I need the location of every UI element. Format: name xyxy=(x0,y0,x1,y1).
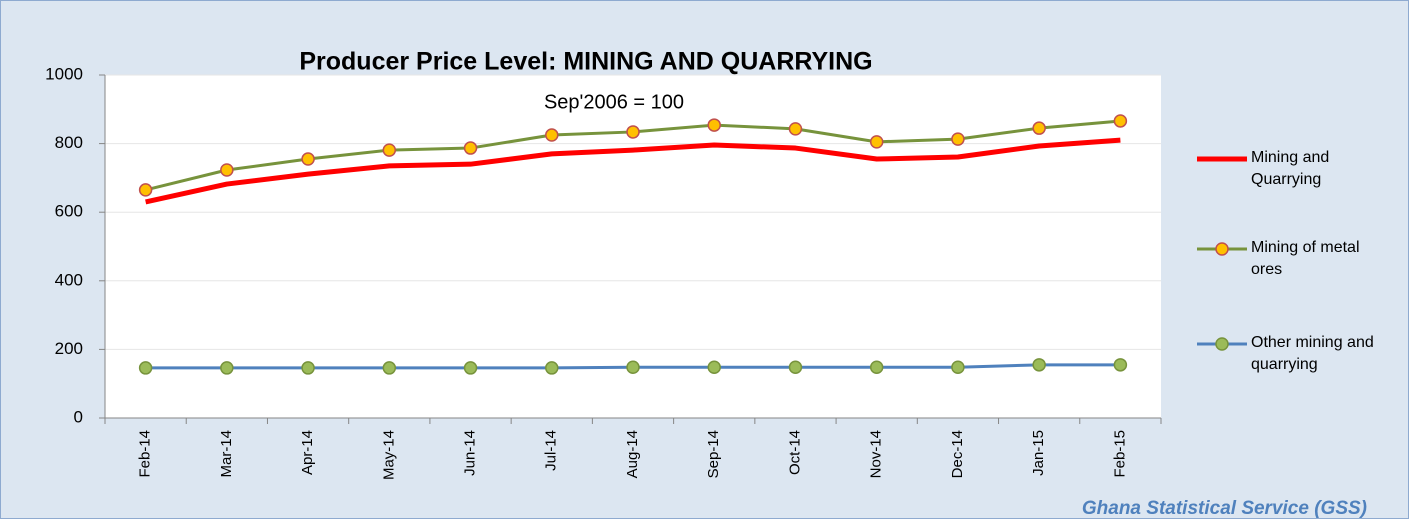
marker xyxy=(869,360,884,374)
y-tick-label: 0 xyxy=(74,407,83,426)
marker xyxy=(545,128,559,142)
marker xyxy=(869,135,884,149)
marker xyxy=(707,360,721,374)
x-tick-label: Feb-15 xyxy=(1111,430,1128,478)
marker xyxy=(1113,358,1128,372)
x-tick-label: Apr-14 xyxy=(299,430,316,475)
marker xyxy=(382,361,397,375)
marker xyxy=(1032,121,1046,135)
x-tick-label: Mar-14 xyxy=(218,430,235,478)
marker xyxy=(301,361,315,375)
legend-label: Mining of metal ores xyxy=(1251,239,1360,278)
legend-marker xyxy=(1215,337,1229,351)
legend-label: Other mining and quarrying xyxy=(1251,334,1374,373)
marker xyxy=(382,143,397,157)
y-tick-label: 200 xyxy=(55,339,83,358)
y-tick-label: 800 xyxy=(55,133,83,152)
x-tick-label: Dec-14 xyxy=(949,430,966,478)
x-tick-label: Jan-15 xyxy=(1030,430,1047,476)
marker xyxy=(463,361,478,375)
marker xyxy=(545,361,559,375)
marker xyxy=(951,360,965,374)
x-tick-label: Oct-14 xyxy=(786,430,803,475)
marker xyxy=(138,361,153,375)
x-tick-label: Feb-14 xyxy=(137,430,154,478)
source: Ghana Statistical Service (GSS) xyxy=(1082,498,1367,518)
marker xyxy=(1032,358,1046,372)
series-line xyxy=(145,137,1121,205)
x-tick-label: Sep-14 xyxy=(705,430,722,478)
marker xyxy=(220,361,234,375)
legend-marker xyxy=(1215,242,1229,256)
y-tick-label: 1000 xyxy=(45,64,83,83)
marker xyxy=(626,360,640,374)
x-tick-label: Aug-14 xyxy=(624,430,641,478)
x-tick-label: May-14 xyxy=(380,430,397,480)
marker xyxy=(463,141,478,155)
marker xyxy=(788,122,803,136)
marker xyxy=(138,183,153,197)
marker xyxy=(707,118,721,132)
y-tick-label: 600 xyxy=(55,202,83,221)
x-tick-label: Jul-14 xyxy=(543,430,560,471)
y-tick-label: 400 xyxy=(55,270,83,289)
marker xyxy=(626,125,640,139)
legend-label: Mining and Quarrying xyxy=(1251,149,1330,188)
marker xyxy=(1113,114,1128,128)
chart-title: Producer Price Level: MINING AND QUARRYI… xyxy=(299,48,872,76)
marker xyxy=(220,163,234,177)
chart-subtitle: Sep'2006 = 100 xyxy=(544,91,684,113)
x-tick-label: Jun-14 xyxy=(462,430,479,476)
x-tick-label: Nov-14 xyxy=(868,430,885,478)
marker xyxy=(788,360,803,374)
marker xyxy=(301,152,315,166)
marker xyxy=(951,132,965,146)
